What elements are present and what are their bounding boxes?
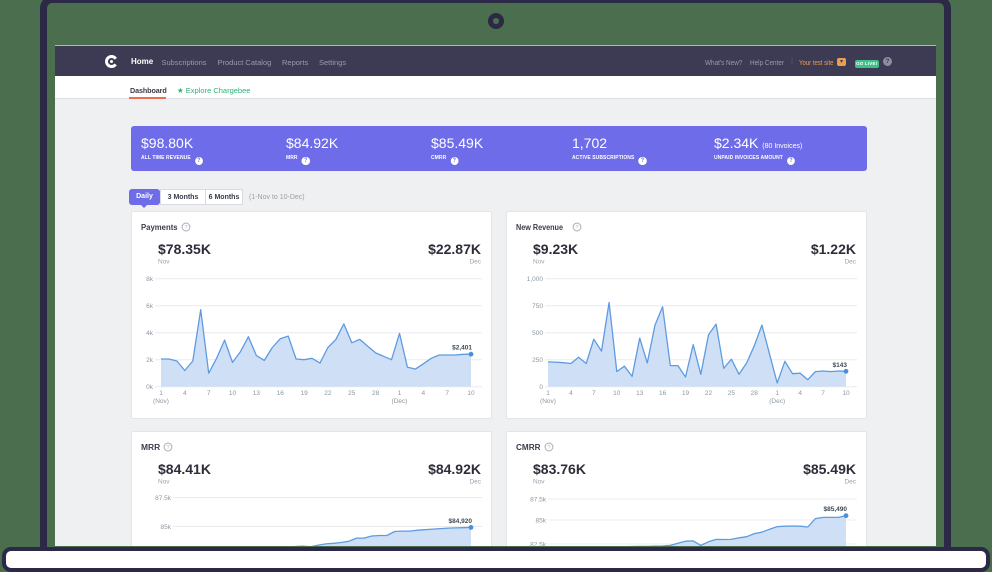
svg-text:$1.22K: $1.22K bbox=[811, 241, 856, 257]
svg-text:1: 1 bbox=[398, 390, 402, 397]
svg-text:4: 4 bbox=[183, 390, 187, 397]
svg-text:$85,490: $85,490 bbox=[824, 506, 848, 513]
svg-text:$143: $143 bbox=[833, 362, 848, 369]
svg-text:25: 25 bbox=[728, 390, 736, 397]
svg-text:87.5k: 87.5k bbox=[530, 497, 547, 504]
svg-text:Payments: Payments bbox=[141, 223, 178, 232]
svg-text:8k: 8k bbox=[146, 276, 154, 283]
svg-text:Nov: Nov bbox=[533, 259, 545, 266]
svg-text:16: 16 bbox=[659, 390, 667, 397]
svg-text:$84,920: $84,920 bbox=[449, 518, 473, 525]
svg-text:28: 28 bbox=[751, 390, 759, 397]
svg-text:$78.35K: $78.35K bbox=[158, 241, 211, 257]
svg-text:0k: 0k bbox=[146, 384, 154, 391]
svg-text:10: 10 bbox=[842, 390, 850, 397]
svg-text:Nov: Nov bbox=[158, 259, 170, 266]
svg-text:?: ? bbox=[166, 445, 169, 451]
svg-text:0: 0 bbox=[539, 384, 543, 391]
svg-text:16: 16 bbox=[277, 390, 285, 397]
svg-text:4k: 4k bbox=[146, 330, 154, 337]
svg-text:$85.49K: $85.49K bbox=[803, 461, 856, 477]
svg-text:Dec: Dec bbox=[844, 259, 856, 266]
svg-text:19: 19 bbox=[300, 390, 308, 397]
svg-text:10: 10 bbox=[613, 390, 621, 397]
svg-text:4: 4 bbox=[798, 390, 802, 397]
svg-text:7: 7 bbox=[445, 390, 449, 397]
svg-text:Dec: Dec bbox=[469, 479, 481, 486]
svg-text:7: 7 bbox=[821, 390, 825, 397]
svg-text:22: 22 bbox=[705, 390, 713, 397]
svg-text:85k: 85k bbox=[161, 524, 172, 531]
svg-text:?: ? bbox=[575, 225, 578, 231]
svg-text:(Nov): (Nov) bbox=[153, 398, 169, 405]
svg-text:13: 13 bbox=[253, 390, 261, 397]
svg-text:25: 25 bbox=[348, 390, 356, 397]
svg-text:85k: 85k bbox=[536, 518, 547, 525]
svg-text:250: 250 bbox=[532, 357, 543, 364]
svg-text:?: ? bbox=[184, 225, 187, 231]
svg-text:Nov: Nov bbox=[533, 479, 545, 486]
svg-text:1,000: 1,000 bbox=[527, 276, 544, 283]
svg-text:Nov: Nov bbox=[158, 479, 170, 486]
svg-text:4: 4 bbox=[421, 390, 425, 397]
svg-text:1: 1 bbox=[546, 390, 550, 397]
svg-text:82.5k: 82.5k bbox=[530, 542, 547, 547]
svg-text:?: ? bbox=[547, 445, 550, 451]
svg-text:(Dec): (Dec) bbox=[769, 398, 785, 405]
svg-text:$9.23K: $9.23K bbox=[533, 241, 578, 257]
svg-text:4: 4 bbox=[569, 390, 573, 397]
svg-text:(Nov): (Nov) bbox=[540, 398, 556, 405]
svg-text:$22.87K: $22.87K bbox=[428, 241, 481, 257]
svg-text:$83.76K: $83.76K bbox=[533, 461, 586, 477]
svg-text:10: 10 bbox=[467, 390, 475, 397]
svg-text:22: 22 bbox=[324, 390, 332, 397]
svg-text:1: 1 bbox=[775, 390, 779, 397]
svg-text:19: 19 bbox=[682, 390, 690, 397]
svg-text:$84.41K: $84.41K bbox=[158, 461, 211, 477]
svg-text:MRR: MRR bbox=[141, 443, 160, 452]
svg-text:New Revenue: New Revenue bbox=[516, 223, 563, 232]
svg-text:Dec: Dec bbox=[469, 259, 481, 266]
svg-text:7: 7 bbox=[207, 390, 211, 397]
svg-text:(Dec): (Dec) bbox=[392, 398, 408, 405]
svg-text:750: 750 bbox=[532, 303, 543, 310]
svg-text:87.5k: 87.5k bbox=[155, 495, 172, 502]
svg-text:500: 500 bbox=[532, 330, 543, 337]
svg-text:CMRR: CMRR bbox=[516, 443, 541, 452]
svg-text:10: 10 bbox=[229, 390, 237, 397]
svg-text:1: 1 bbox=[159, 390, 163, 397]
svg-text:6k: 6k bbox=[146, 303, 154, 310]
svg-text:Dec: Dec bbox=[844, 479, 856, 486]
svg-text:2k: 2k bbox=[146, 357, 154, 364]
svg-text:$2,401: $2,401 bbox=[452, 345, 472, 352]
svg-text:13: 13 bbox=[636, 390, 644, 397]
svg-text:7: 7 bbox=[592, 390, 596, 397]
svg-text:28: 28 bbox=[372, 390, 380, 397]
svg-text:$84.92K: $84.92K bbox=[428, 461, 481, 477]
